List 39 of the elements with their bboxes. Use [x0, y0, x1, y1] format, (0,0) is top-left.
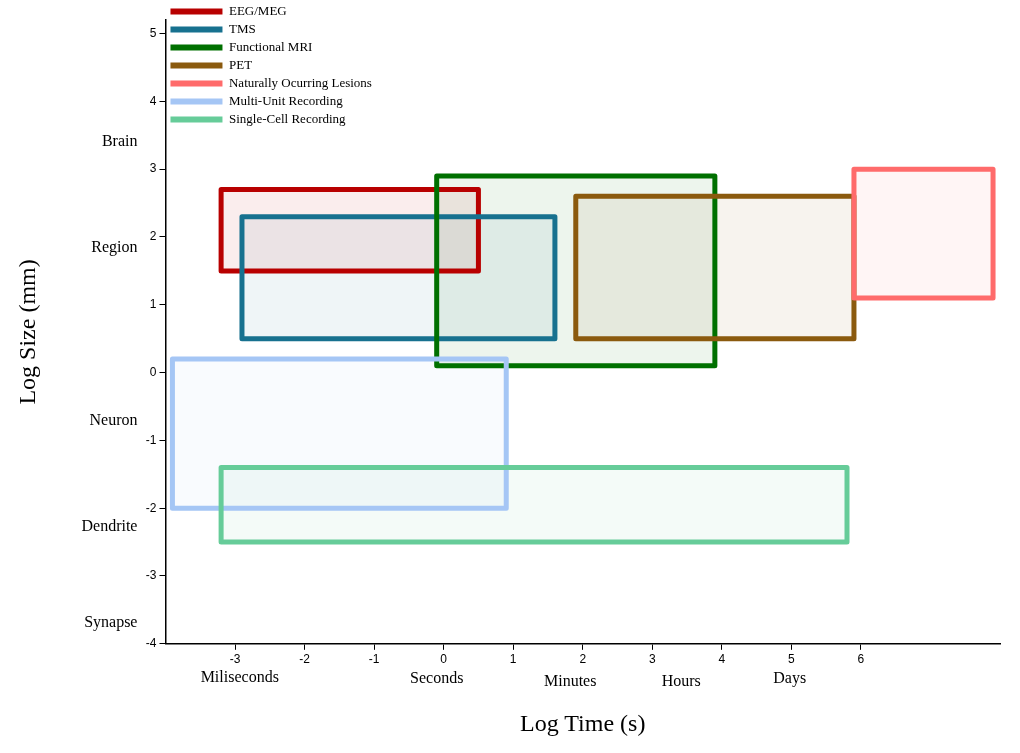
y-tick-label: 1	[149, 297, 157, 312]
x-tick-label: -1	[368, 652, 380, 667]
text: Dendrite	[81, 517, 138, 535]
y-axis-title: Log Size (mm)	[13, 259, 40, 405]
text: Minutes	[543, 672, 597, 689]
text: Hours	[661, 672, 701, 689]
text: Region	[91, 237, 138, 256]
x-tick-label: 0	[440, 652, 448, 667]
x-tick-label: -3	[229, 652, 241, 667]
text: Brain	[101, 131, 138, 149]
legend-label: Naturally Ocurring Lesions	[228, 74, 372, 90]
text: Synapse	[84, 612, 138, 631]
x-tick-label: 3	[648, 652, 656, 667]
x-tick-label: 1	[509, 652, 517, 667]
legend-label: Multi-Unit Recording	[228, 92, 344, 108]
x-tick-label: 5	[788, 652, 796, 667]
text: Days	[773, 669, 807, 687]
y-tick-label: 0	[149, 364, 157, 379]
x-tick-label: 6	[857, 652, 865, 667]
y-tick-label: -3	[145, 568, 157, 583]
x-tick-label: -2	[299, 652, 311, 667]
text: Miliseconds	[200, 668, 279, 685]
y-tick-label: -4	[145, 636, 157, 651]
x-tick-label: 2	[579, 652, 587, 667]
legend-label: PET	[228, 56, 253, 72]
legend-label: TMS	[228, 20, 256, 36]
legend-label: EEG/MEG	[228, 2, 287, 18]
y-tick-label: 3	[149, 161, 157, 176]
y-tick-label: 5	[149, 25, 157, 40]
x-tick-label: 4	[718, 652, 726, 667]
text: Seconds	[410, 669, 464, 686]
y-tick-label: -1	[145, 432, 157, 447]
legend-label: Functional MRI	[228, 38, 313, 54]
y-tick-label: -2	[145, 500, 157, 515]
y-tick-label: 4	[149, 93, 157, 108]
legend-label: Single-Cell Recording	[228, 110, 347, 126]
x-axis-title: Log Time (s)	[520, 709, 646, 736]
y-tick-label: 2	[149, 229, 157, 244]
text: Neuron	[89, 410, 138, 428]
